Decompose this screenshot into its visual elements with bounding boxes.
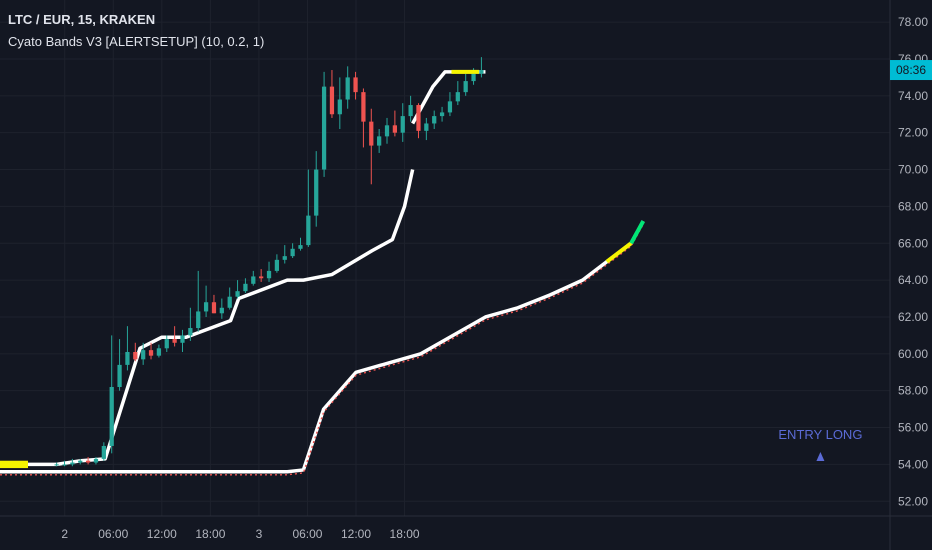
candle-body: [337, 99, 342, 115]
candle-body: [196, 311, 201, 329]
candle-body: [141, 350, 146, 360]
candle-body: [471, 73, 476, 82]
x-tick-label: 2: [61, 527, 68, 541]
current-price-badge: [890, 60, 932, 81]
candle-body: [219, 307, 224, 314]
candle-body: [164, 339, 169, 349]
y-tick-label: 56.00: [898, 421, 928, 435]
candle-body: [447, 101, 453, 113]
candle-body: [251, 276, 256, 284]
candle-body: [85, 460, 91, 463]
candle-body: [424, 123, 429, 131]
x-tick-label: 18:00: [195, 527, 225, 541]
x-tick-label: 06:00: [98, 527, 128, 541]
y-tick-label: 70.00: [898, 163, 928, 177]
y-tick-label: 74.00: [898, 89, 928, 103]
candle-body: [243, 283, 248, 292]
candle-body: [78, 460, 83, 463]
candle-body: [416, 105, 421, 131]
y-tick-label: 72.00: [898, 126, 928, 140]
candle-body: [188, 328, 193, 336]
x-tick-label: 18:00: [390, 527, 420, 541]
candle-body: [439, 112, 445, 117]
candle-body: [259, 276, 264, 279]
candle-body: [329, 86, 335, 115]
candle-body: [235, 291, 240, 297]
candle-body: [345, 77, 350, 100]
y-tick-label: 64.00: [898, 273, 928, 287]
candle-body: [62, 464, 67, 466]
y-tick-label: 68.00: [898, 199, 928, 213]
lower-band-signal: [629, 220, 645, 245]
candle-body: [392, 125, 398, 133]
candle-body: [408, 105, 413, 117]
candle-body: [384, 125, 390, 137]
candle-body: [109, 387, 114, 446]
candle-body: [125, 351, 130, 365]
candle-body: [54, 464, 59, 466]
candle-body: [377, 136, 382, 146]
candle-body: [298, 245, 303, 249]
candle-body: [133, 351, 138, 360]
candle-body: [432, 116, 437, 124]
candle-body: [282, 256, 287, 260]
entry-long-label: ENTRY LONG: [778, 427, 862, 442]
candle-body: [361, 92, 366, 122]
candle-body: [314, 169, 319, 216]
candle-body: [117, 364, 122, 387]
candle-body: [211, 302, 217, 314]
y-tick-label: 58.00: [898, 384, 928, 398]
x-tick-label: 3: [256, 527, 263, 541]
candle-body: [463, 81, 468, 93]
candle-body: [479, 70, 484, 74]
current-price-label: 08:36: [896, 63, 926, 77]
start-highlight: [0, 460, 28, 469]
candle-body: [321, 86, 327, 170]
symbol-label[interactable]: LTC / EUR, 15, KRAKEN: [8, 12, 156, 27]
lower-band-dots: [0, 223, 644, 476]
upper-band-line: [0, 169, 415, 467]
candle-body: [101, 445, 106, 459]
candle-body: [369, 121, 374, 146]
y-tick-label: 62.00: [898, 310, 928, 324]
candle-body: [172, 339, 177, 343]
candle-body: [93, 458, 99, 463]
lower-band-highlight: [605, 241, 633, 264]
candle-body: [180, 335, 185, 343]
y-tick-label: 66.00: [898, 236, 928, 250]
y-tick-label: 78.00: [898, 15, 928, 29]
x-tick-label: 12:00: [147, 527, 177, 541]
y-tick-label: 54.00: [898, 457, 928, 471]
candle-body: [455, 92, 460, 102]
candle-body: [70, 462, 75, 465]
candle-body: [156, 348, 162, 356]
y-tick-label: 52.00: [898, 494, 928, 508]
candle-body: [148, 350, 154, 356]
candle-body: [353, 77, 358, 93]
candle-body: [274, 259, 280, 271]
indicator-label[interactable]: Cyato Bands V3 [ALERTSETUP] (10, 0.2, 1): [8, 34, 265, 49]
y-tick-label: 60.00: [898, 347, 928, 361]
x-tick-label: 12:00: [341, 527, 371, 541]
candle-body: [227, 296, 232, 308]
entry-long-triangle-icon: [816, 452, 825, 462]
candle-body: [400, 116, 405, 133]
x-tick-label: 06:00: [292, 527, 322, 541]
candle-body: [266, 270, 272, 279]
lower-band-line: [0, 220, 645, 474]
candle-body: [203, 302, 209, 312]
candle-body: [306, 215, 311, 246]
candle-body: [290, 248, 295, 257]
